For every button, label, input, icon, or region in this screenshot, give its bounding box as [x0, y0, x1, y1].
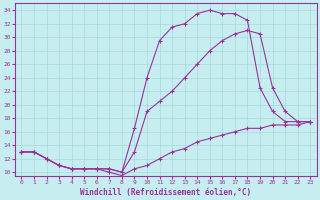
X-axis label: Windchill (Refroidissement éolien,°C): Windchill (Refroidissement éolien,°C)	[80, 188, 252, 197]
